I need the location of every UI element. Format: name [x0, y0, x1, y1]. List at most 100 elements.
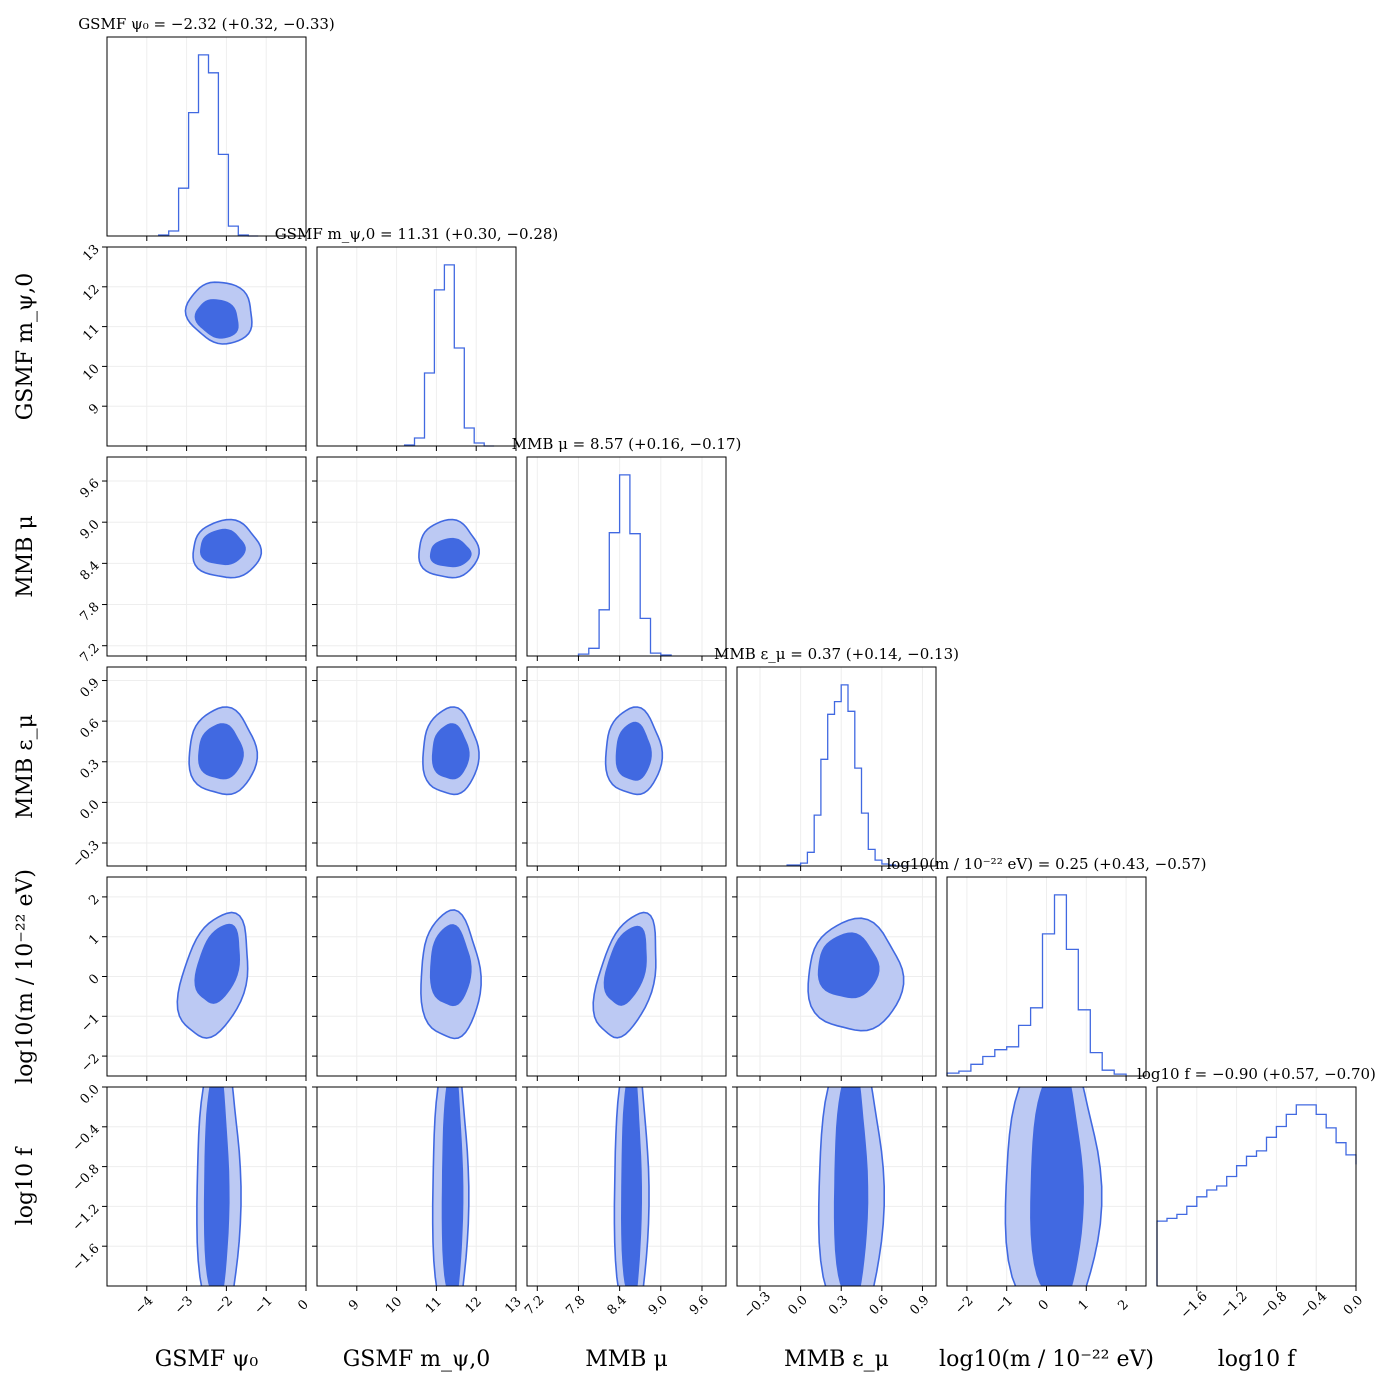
x-axis-label-mpsi0: GSMF m_ψ,0 — [343, 1347, 491, 1372]
panel-frame — [316, 666, 517, 867]
y-axis-label-mpsi0: GSMF m_ψ,0 — [13, 273, 38, 421]
y-tick-label-eps: 0.3 — [77, 757, 102, 782]
x-tick-label-logf: 0.0 — [1341, 1293, 1366, 1318]
x-tick-label-logm: 2 — [1115, 1297, 1131, 1313]
panel-title-psi0: GSMF ψ₀ = −2.32 (+0.32, −0.33) — [78, 15, 335, 33]
x-axis-label-logf: log10 f — [1218, 1347, 1297, 1372]
contour-group-eps-logf — [817, 1087, 885, 1286]
panel-frame — [106, 36, 307, 237]
x-tick-label-logf: −1.6 — [1178, 1289, 1211, 1322]
y-tick-label-logf: 0.0 — [77, 1082, 102, 1107]
contour-68 — [817, 932, 880, 999]
contour-68 — [603, 925, 647, 1006]
panel-frame — [106, 246, 307, 447]
panel-title-eps: MMB ε_μ = 0.37 (+0.14, −0.13) — [714, 645, 959, 663]
y-tick-label-logf: −1.2 — [70, 1201, 103, 1234]
grid-lines — [1196, 1087, 1317, 1286]
y-tick-label-mu: 7.2 — [77, 641, 102, 666]
x-tick-label-eps: 0.6 — [867, 1293, 892, 1318]
panel-title-mu: MMB μ = 8.57 (+0.16, −0.17) — [512, 435, 742, 453]
y-tick-label-mu: 7.8 — [77, 600, 102, 625]
contour-group-psi0-mu — [192, 518, 263, 579]
y-tick-label-logm: 2 — [86, 892, 102, 908]
grid-lines — [966, 877, 1127, 1076]
x-tick-label-psi0: −1 — [252, 1293, 276, 1317]
x-tick-label-eps: −0.3 — [741, 1289, 774, 1322]
contour-68 — [194, 923, 241, 1004]
y-tick-label-mu: 8.4 — [77, 558, 102, 583]
x-tick-label-mu: 8.4 — [605, 1293, 630, 1318]
x-tick-label-logf: −1.2 — [1218, 1289, 1251, 1322]
x-tick-label-mpsi0: 13 — [502, 1294, 524, 1316]
histogram-step-psi0 — [158, 54, 259, 237]
panel-title-logf: log10 f = −0.90 (+0.57, −0.70) — [1137, 1065, 1376, 1083]
contour-group-mpsi0-eps — [422, 706, 480, 796]
contour-group-eps-logm — [807, 917, 905, 1032]
grid-lines — [107, 247, 306, 446]
y-tick-label-eps: 0.0 — [77, 797, 102, 822]
contour-68 — [441, 1087, 464, 1286]
y-tick-label-logm: 0 — [86, 972, 102, 988]
y-axis-label-eps: MMB ε_μ — [13, 714, 38, 819]
y-tick-label-mu: 9.6 — [77, 476, 102, 501]
y-tick-label-eps: −0.3 — [70, 838, 103, 871]
contour-68 — [620, 1087, 642, 1286]
contour-group-mpsi0-logf — [431, 1087, 470, 1286]
x-tick-label-mpsi0: 11 — [423, 1294, 445, 1316]
grid-lines — [317, 877, 516, 1076]
panel-frame — [316, 456, 517, 657]
y-tick-label-logm: 1 — [86, 932, 102, 948]
panel-frame — [526, 666, 727, 867]
contour-68 — [429, 537, 472, 568]
y-tick-label-eps: 0.9 — [77, 676, 102, 701]
y-tick-label-logf: −0.4 — [70, 1122, 103, 1155]
x-tick-label-psi0: −2 — [212, 1293, 236, 1317]
panel-frame — [106, 666, 307, 867]
x-tick-label-mpsi0: 12 — [463, 1294, 485, 1316]
x-axis-label-logm: log10(m / 10⁻²² eV) — [939, 1347, 1154, 1372]
x-tick-label-logf: −0.8 — [1257, 1289, 1290, 1322]
contour-68 — [198, 723, 244, 780]
contour-68 — [199, 528, 246, 566]
contour-68 — [194, 299, 239, 339]
contour-group-mu-logm — [592, 911, 657, 1039]
panel-frame — [106, 1086, 307, 1287]
x-tick-label-eps: 0.9 — [907, 1293, 932, 1318]
x-tick-label-logm: −1 — [992, 1293, 1016, 1317]
y-tick-label-mpsi0: 11 — [80, 322, 102, 344]
x-tick-label-logm: 1 — [1076, 1297, 1092, 1313]
contour-group-psi0-logm — [176, 911, 249, 1039]
y-tick-label-logf: −1.6 — [70, 1241, 103, 1274]
histogram-step-logm — [946, 894, 1127, 1076]
panel-frame — [526, 1086, 727, 1287]
contour-68 — [203, 1087, 230, 1286]
grid-lines — [317, 667, 516, 866]
y-tick-label-mpsi0: 12 — [80, 282, 102, 304]
contour-group-psi0-mpsi0 — [184, 281, 253, 345]
y-axis-label-logf: log10 f — [13, 1146, 38, 1225]
contour-group-mu-logf — [613, 1087, 650, 1286]
x-tick-label-logf: −0.4 — [1297, 1289, 1330, 1322]
y-tick-label-eps: 0.6 — [77, 716, 102, 741]
y-tick-label-logm: −2 — [78, 1051, 102, 1075]
histogram-step-eps — [786, 684, 909, 867]
contour-group-psi0-eps — [188, 706, 259, 796]
panel-frame — [526, 456, 727, 657]
x-tick-label-eps: 0.0 — [786, 1293, 811, 1318]
x-tick-label-mu: 9.0 — [646, 1293, 671, 1318]
contour-group-psi0-logf — [196, 1087, 242, 1286]
panel-frame — [1156, 1086, 1357, 1287]
grid-lines — [107, 667, 306, 866]
y-tick-label-logm: −1 — [78, 1011, 102, 1035]
contour-group-mpsi0-logm — [420, 909, 482, 1040]
x-axis-label-psi0: GSMF ψ₀ — [155, 1347, 259, 1372]
x-tick-label-mpsi0: 10 — [383, 1294, 405, 1316]
grid-lines — [356, 247, 477, 446]
x-tick-label-mu: 7.8 — [563, 1293, 588, 1318]
y-tick-label-mu: 9.0 — [77, 517, 102, 542]
contour-68 — [615, 721, 652, 781]
histogram-step-mpsi0 — [403, 264, 495, 447]
contour-68 — [833, 1087, 869, 1286]
x-tick-label-psi0: −3 — [172, 1293, 196, 1317]
contour-group-logm-logf — [1004, 1087, 1103, 1286]
